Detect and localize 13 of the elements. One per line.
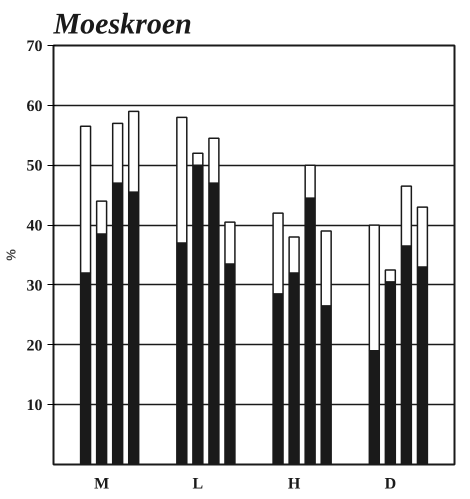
- x-tick-label: L: [192, 476, 204, 492]
- y-tick-label: 40: [26, 218, 42, 235]
- chart-title: Moeskroen: [52, 8, 192, 40]
- y-tick-label: 10: [26, 397, 42, 414]
- y-tick-label: 70: [26, 38, 42, 55]
- x-tick-label: M: [94, 476, 110, 492]
- x-tick-label: D: [384, 476, 396, 492]
- x-tick-label: H: [288, 476, 301, 492]
- y-tick-label: 60: [26, 98, 42, 115]
- y-axis-title: %: [4, 248, 18, 261]
- y-tick-label: 30: [26, 277, 42, 294]
- y-tick-label: 20: [26, 337, 42, 354]
- y-tick-label: 50: [26, 158, 42, 175]
